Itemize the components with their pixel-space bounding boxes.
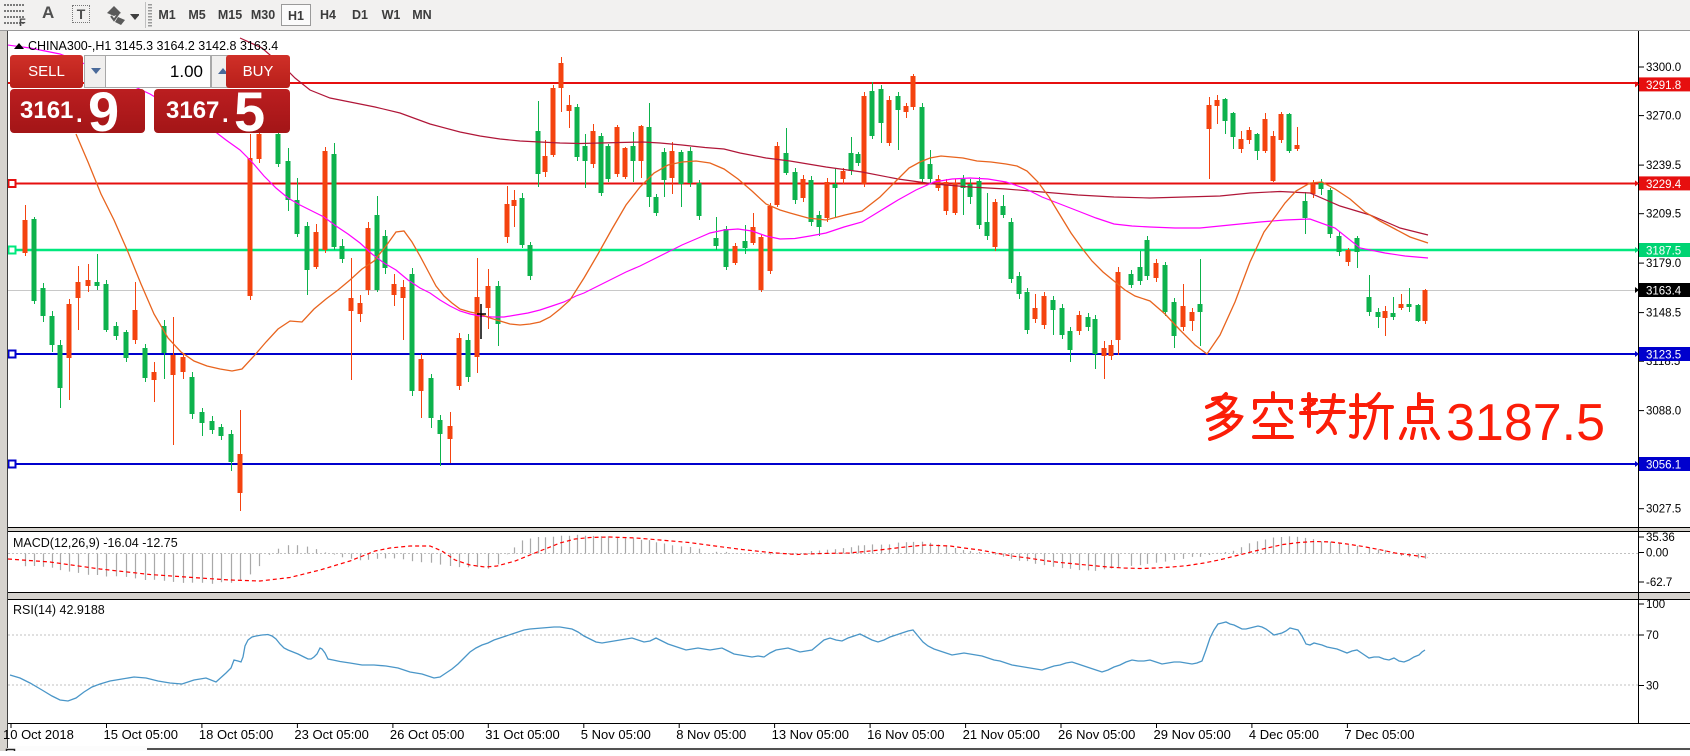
- svg-text:3179.0: 3179.0: [1646, 258, 1681, 270]
- svg-text:13 Nov 05:00: 13 Nov 05:00: [772, 727, 849, 742]
- svg-text:30: 30: [1646, 681, 1659, 693]
- svg-text:3300.0: 3300.0: [1646, 62, 1681, 74]
- svg-text:29 Nov 05:00: 29 Nov 05:00: [1154, 727, 1231, 742]
- svg-text:0.00: 0.00: [1646, 548, 1668, 560]
- svg-text:15 Oct 05:00: 15 Oct 05:00: [104, 727, 178, 742]
- svg-text:3291.8: 3291.8: [1646, 80, 1681, 92]
- svg-text:100: 100: [1646, 599, 1665, 611]
- svg-text:26 Oct 05:00: 26 Oct 05:00: [390, 727, 464, 742]
- svg-text:CHINA300-,H1 3145.3 3164.2 31: CHINA300-,H1 3145.3 3164.2 3142.8 3163.4: [28, 39, 278, 53]
- svg-text:31 Oct 05:00: 31 Oct 05:00: [485, 727, 559, 742]
- svg-text:35.36: 35.36: [1646, 532, 1675, 544]
- svg-text:7 Dec 05:00: 7 Dec 05:00: [1344, 727, 1414, 742]
- svg-text:26 Nov 05:00: 26 Nov 05:00: [1058, 727, 1135, 742]
- svg-text:5 Nov 05:00: 5 Nov 05:00: [581, 727, 651, 742]
- svg-text:3239.5: 3239.5: [1646, 160, 1681, 172]
- svg-text:3056.1: 3056.1: [1646, 460, 1681, 472]
- svg-text:70: 70: [1646, 630, 1659, 642]
- svg-text:3163.4: 3163.4: [1646, 286, 1682, 298]
- svg-text:4 Dec 05:00: 4 Dec 05:00: [1249, 727, 1319, 742]
- svg-text:18 Oct 05:00: 18 Oct 05:00: [199, 727, 273, 742]
- svg-text:3123.5: 3123.5: [1646, 350, 1681, 362]
- svg-text:23 Oct 05:00: 23 Oct 05:00: [294, 727, 368, 742]
- svg-text:3209.5: 3209.5: [1646, 209, 1681, 221]
- svg-text:MACD(12,26,9) -16.04 -12.75: MACD(12,26,9) -16.04 -12.75: [13, 536, 178, 550]
- svg-text:3088.0: 3088.0: [1646, 406, 1681, 418]
- svg-text:10 Oct 2018: 10 Oct 2018: [3, 727, 74, 742]
- svg-text:F: F: [19, 17, 26, 27]
- svg-text:-62.7: -62.7: [1646, 577, 1672, 589]
- svg-text:3027.5: 3027.5: [1646, 504, 1681, 516]
- svg-text:3270.0: 3270.0: [1646, 111, 1681, 123]
- svg-text:3148.5: 3148.5: [1646, 308, 1681, 320]
- svg-text:8 Nov 05:00: 8 Nov 05:00: [676, 727, 746, 742]
- svg-text:21 Nov 05:00: 21 Nov 05:00: [963, 727, 1040, 742]
- svg-text:RSI(14) 42.9188: RSI(14) 42.9188: [13, 603, 105, 617]
- svg-text:3187.5: 3187.5: [1446, 394, 1605, 452]
- svg-text:16 Nov 05:00: 16 Nov 05:00: [867, 727, 944, 742]
- svg-text:3229.4: 3229.4: [1646, 179, 1682, 191]
- svg-text:3187.5: 3187.5: [1646, 246, 1681, 258]
